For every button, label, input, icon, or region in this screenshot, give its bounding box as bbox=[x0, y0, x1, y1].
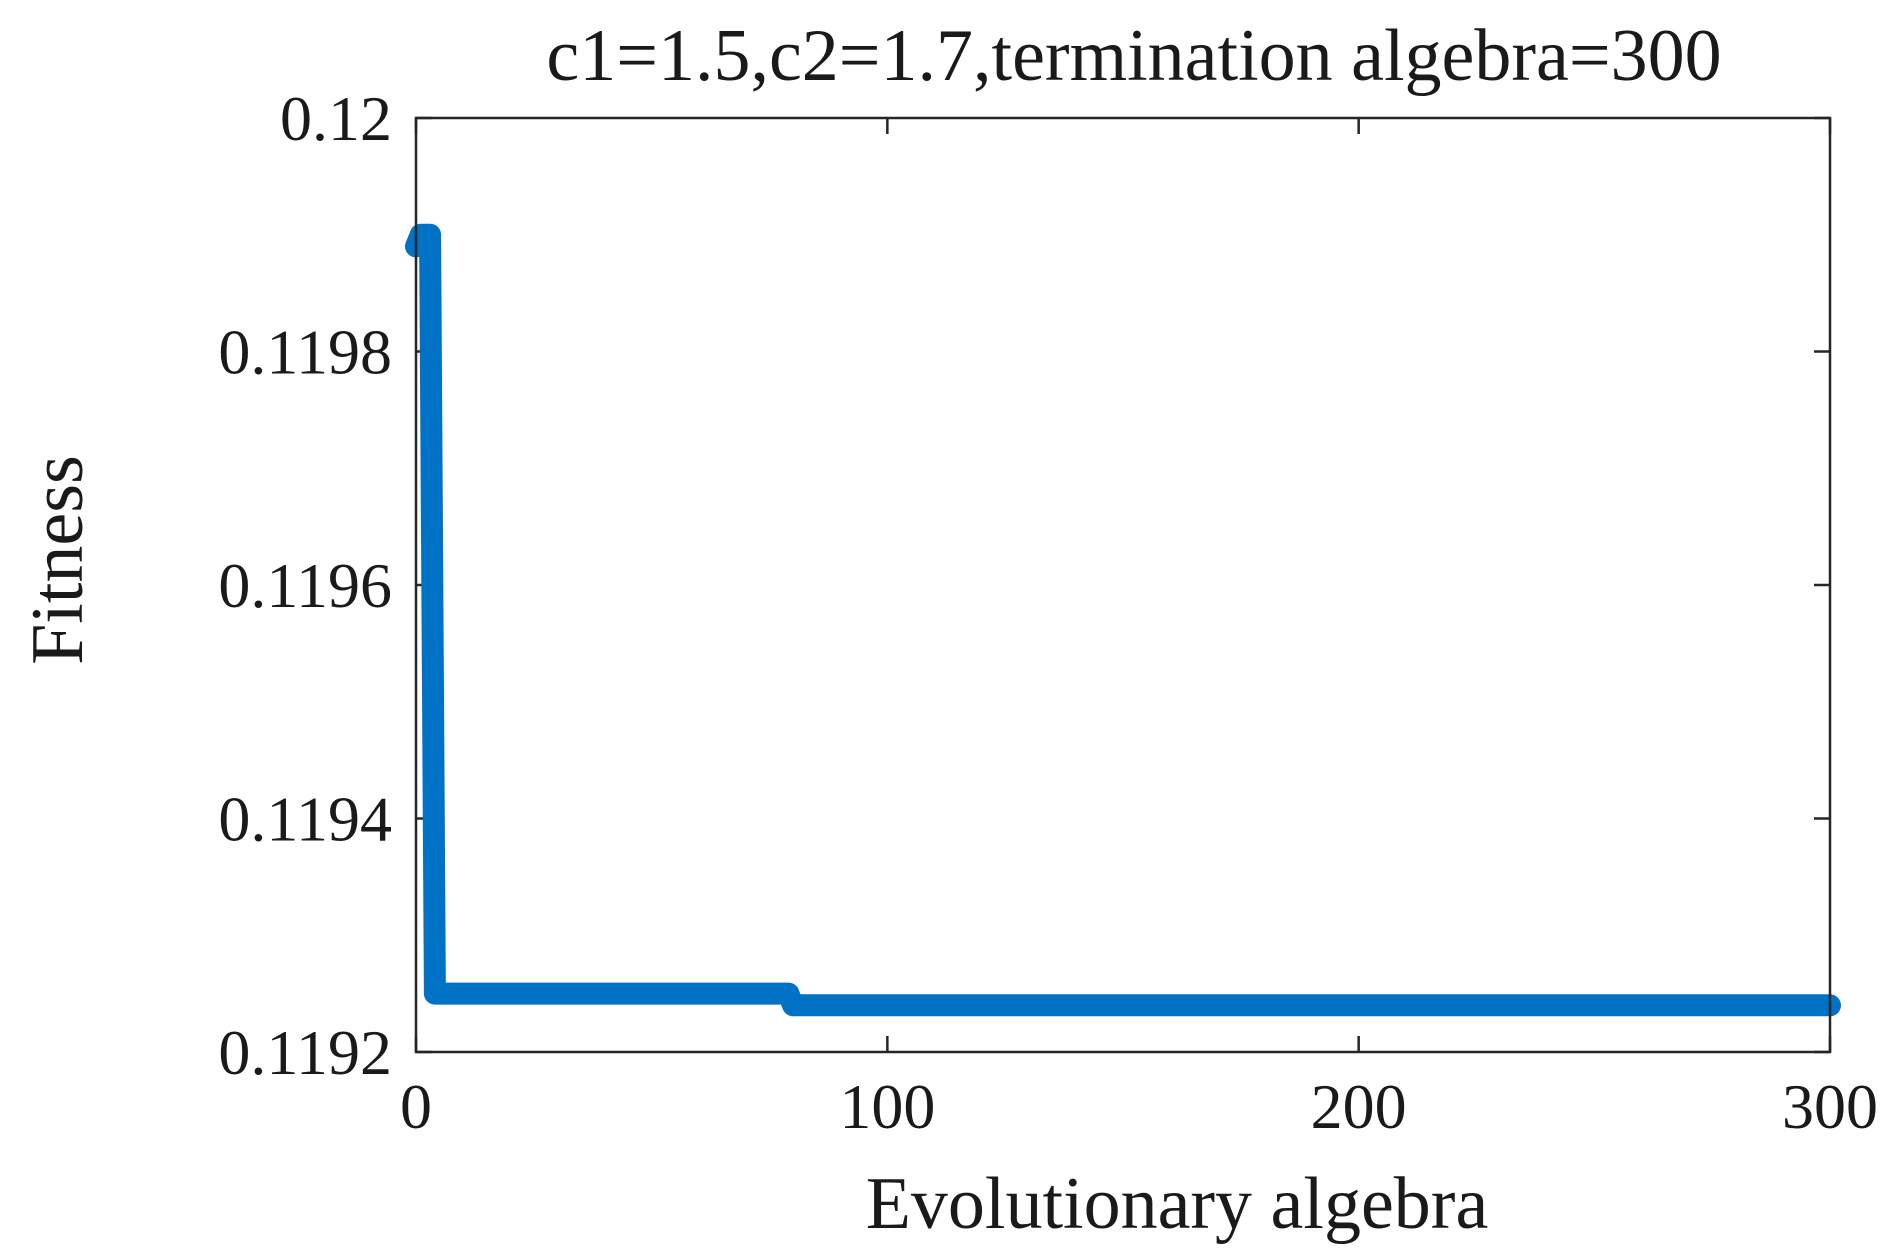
y-tick-label: 0.12 bbox=[280, 83, 392, 154]
axis-ticks bbox=[414, 116, 1832, 1054]
x-tick-label: 200 bbox=[1311, 1071, 1407, 1142]
x-axis-label: Evolutionary algebra bbox=[866, 1163, 1489, 1245]
chart-title: c1=1.5,c2=1.7,termination algebra=300 bbox=[546, 15, 1721, 97]
plot-frame bbox=[414, 116, 1832, 1054]
series-group bbox=[405, 223, 1841, 1017]
y-axis-label: Fitness bbox=[17, 455, 99, 665]
x-tick-label: 0 bbox=[400, 1071, 432, 1142]
fitness-series-line bbox=[405, 223, 1841, 1017]
x-tick-label: 100 bbox=[839, 1071, 935, 1142]
y-tick-label: 0.1192 bbox=[218, 1017, 392, 1088]
y-tick-label: 0.1196 bbox=[218, 550, 392, 621]
axis-tick-labels: 0 100 200 300 0.1192 0.1194 0.1196 0.1198 0.12 bbox=[218, 83, 1878, 1142]
y-tick-label: 0.1198 bbox=[218, 317, 392, 388]
y-tick-label: 0.1194 bbox=[218, 784, 392, 855]
x-tick-label: 300 bbox=[1782, 1071, 1878, 1142]
